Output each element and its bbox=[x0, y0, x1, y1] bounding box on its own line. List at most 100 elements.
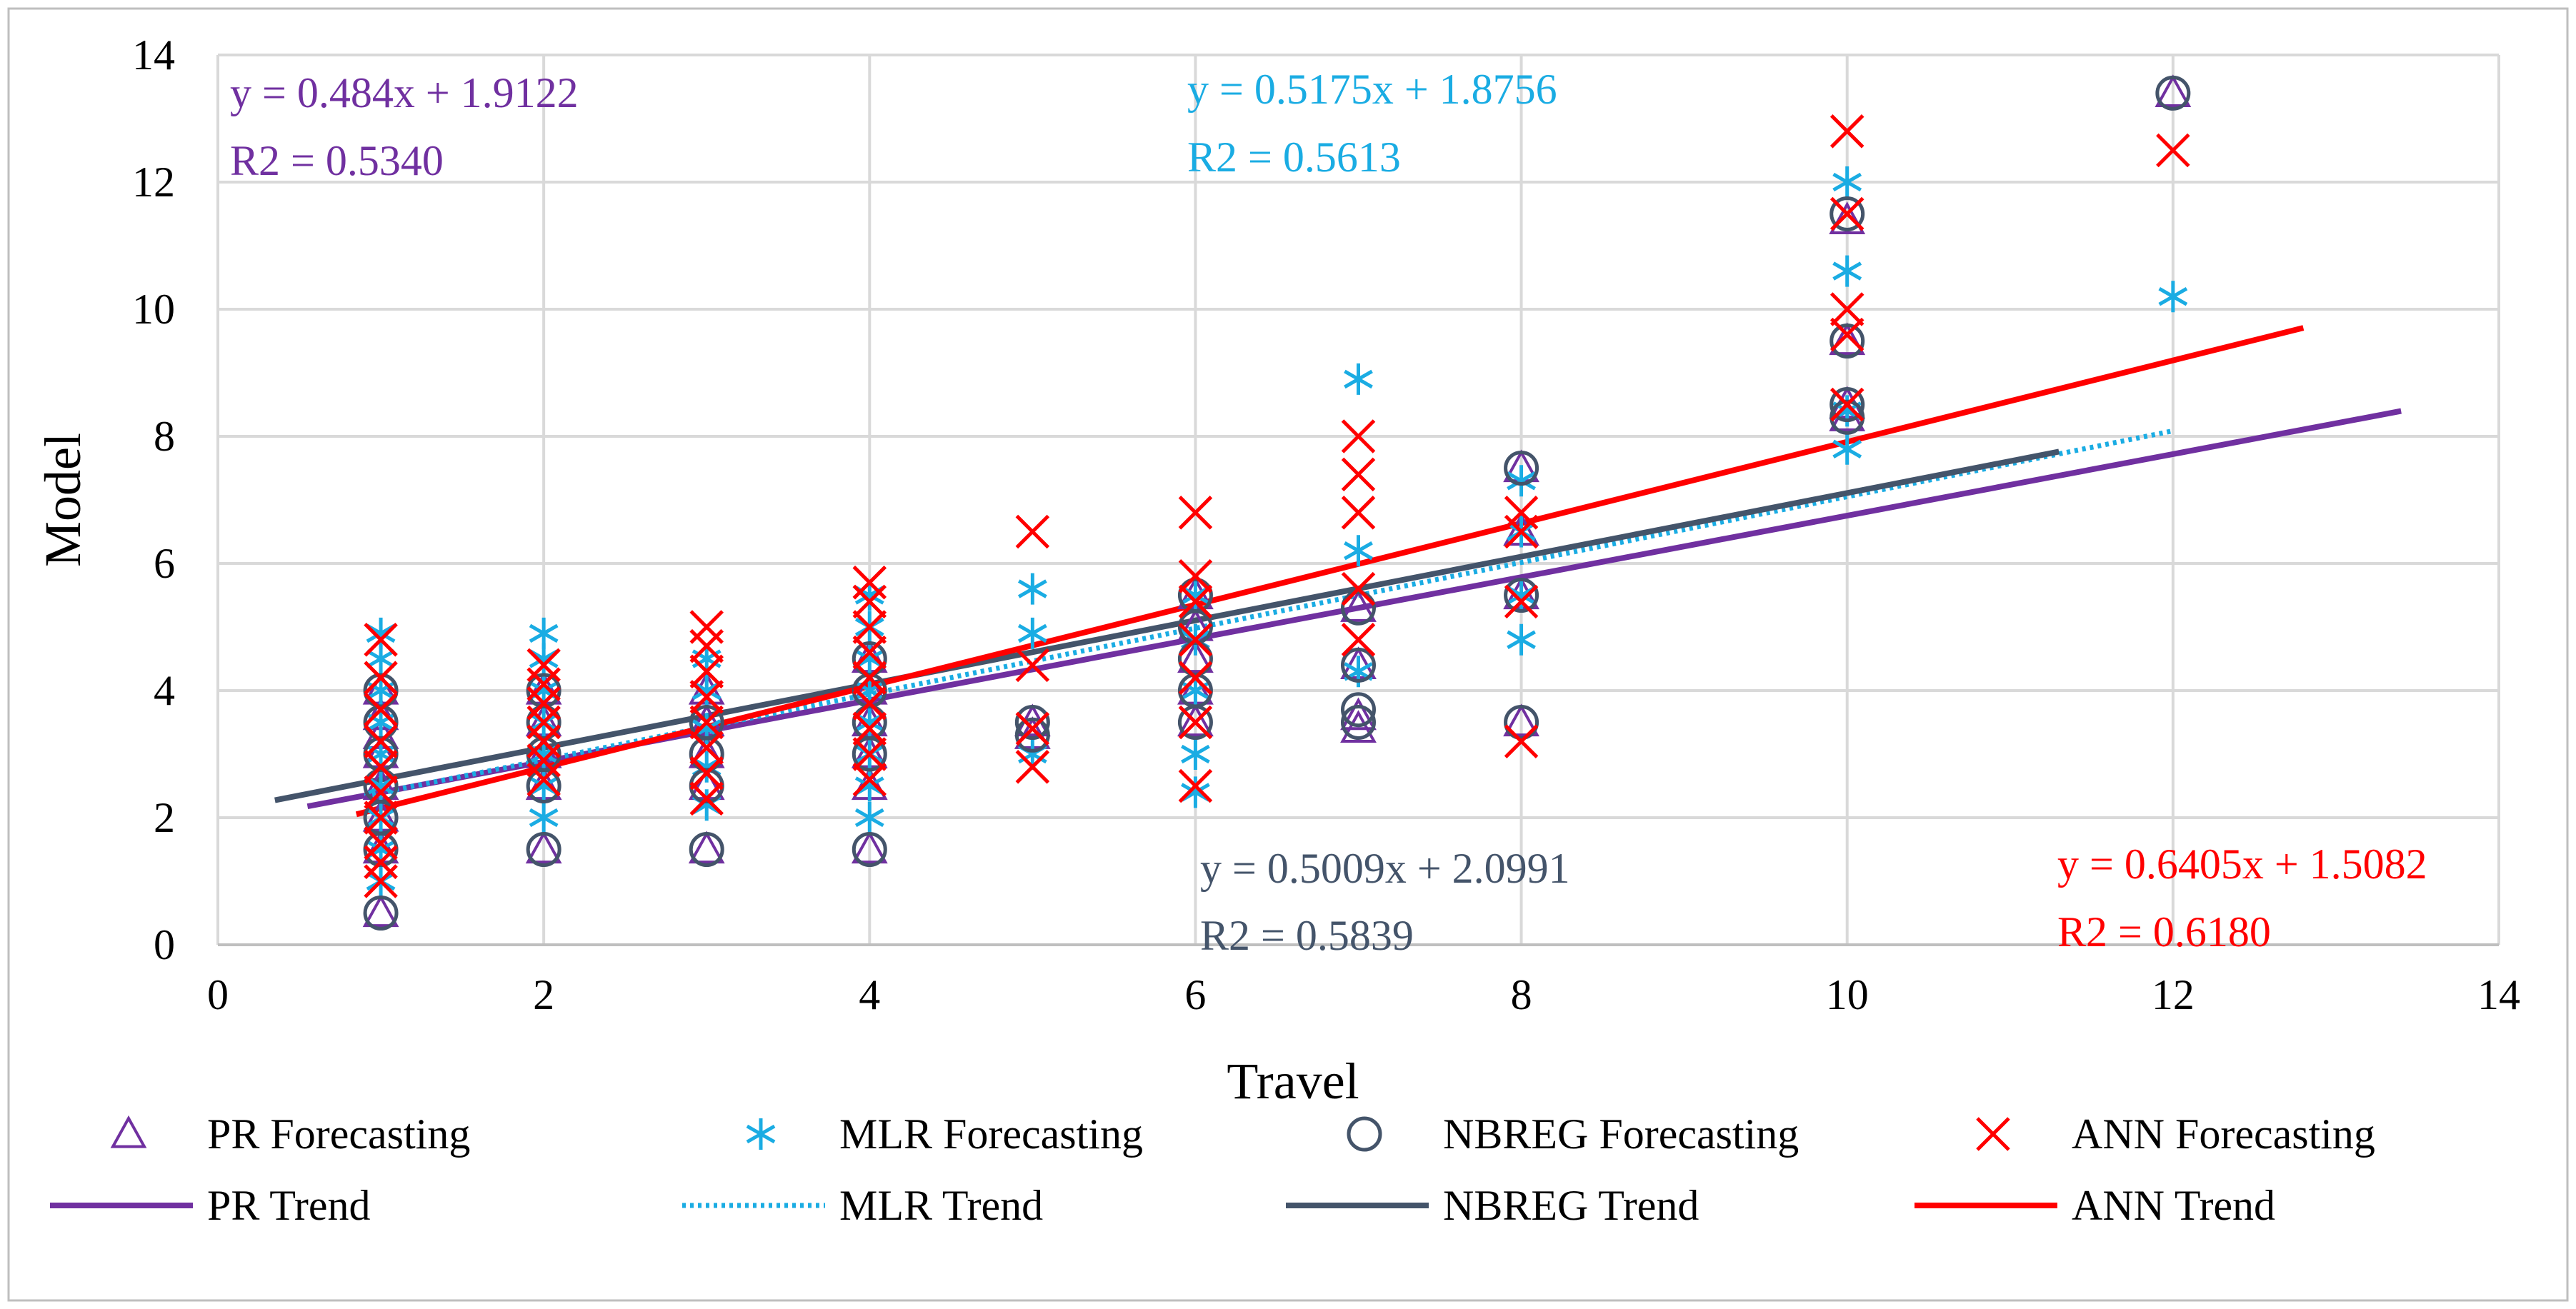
y-tick-label: 8 bbox=[154, 413, 175, 460]
ann-forecasting-point bbox=[526, 648, 561, 683]
ann-forecasting-point bbox=[852, 661, 887, 695]
mlr-forecasting-point bbox=[1017, 573, 1047, 605]
ann-forecasting-point bbox=[1015, 750, 1050, 784]
nbreg-forecasting-point bbox=[363, 673, 399, 708]
pr-forecasting-point bbox=[362, 894, 399, 928]
ann-forecasting-point bbox=[852, 635, 887, 670]
ann-forecasting-point bbox=[1829, 317, 1864, 352]
mlr-forecasting-point bbox=[1832, 166, 1862, 198]
ann-forecasting-legend-label: ANN Forecasting bbox=[2072, 1110, 2375, 1158]
ann-forecasting-point bbox=[1504, 724, 1539, 758]
ann-forecasting-point bbox=[1829, 292, 1864, 326]
pr-forecasting-point bbox=[525, 831, 562, 864]
pr-trend-equation: y = 0.484x + 1.9122 bbox=[230, 69, 579, 116]
ann-forecasting-point bbox=[852, 711, 887, 746]
mlr-forecasting-point bbox=[1344, 363, 1373, 395]
ann-forecasting-point bbox=[364, 775, 398, 810]
mlr-forecasting-point bbox=[2158, 281, 2188, 313]
ann-forecasting-point bbox=[1504, 496, 1539, 530]
pr-trend-r2: R2 = 0.5340 bbox=[230, 137, 444, 184]
ann-forecasting-point bbox=[1178, 768, 1213, 803]
nbreg-forecasting-series bbox=[363, 75, 2191, 931]
ann-forecasting-point bbox=[689, 654, 724, 689]
y-tick-label: 14 bbox=[132, 31, 175, 79]
mlr-forecasting-point bbox=[529, 617, 559, 649]
nbreg-trend-line bbox=[274, 448, 2060, 803]
ann-forecasting-point bbox=[1504, 584, 1539, 619]
x-axis-title: Travel bbox=[1227, 1053, 1359, 1110]
mlr-forecasting-point bbox=[1181, 738, 1210, 770]
ann-forecasting-point bbox=[1341, 623, 1376, 657]
ann-forecasting-point bbox=[1178, 705, 1213, 740]
x-tick-label: 8 bbox=[1511, 971, 1532, 1018]
nbreg-forecasting-point bbox=[363, 896, 399, 931]
nbreg-forecasting-point bbox=[526, 673, 561, 708]
nbreg-forecasting-point bbox=[1829, 324, 1865, 358]
ann-forecasting-point bbox=[689, 610, 724, 644]
nbreg-forecasting-point bbox=[689, 832, 724, 867]
pr-forecasting-point bbox=[1340, 589, 1377, 622]
pr-forecasting-point bbox=[2155, 74, 2192, 107]
ann-forecasting-point bbox=[364, 661, 398, 695]
nbreg-trend-r2: R2 = 0.5839 bbox=[1200, 912, 1414, 959]
nbreg-forecasting-point bbox=[1014, 717, 1050, 753]
mlr-forecasting-legend-label: MLR Forecasting bbox=[839, 1110, 1143, 1158]
nbreg-forecasting-point bbox=[1829, 196, 1865, 231]
x-tick-label: 0 bbox=[207, 971, 229, 1018]
ann-forecasting-point bbox=[2156, 133, 2190, 168]
ann-trend-equation: y = 0.6405x + 1.5082 bbox=[2057, 841, 2427, 888]
ann-forecasting-point bbox=[1341, 571, 1376, 606]
ann-forecasting-point bbox=[852, 737, 887, 771]
x-tick-label: 6 bbox=[1184, 971, 1206, 1018]
pr-forecasting-point bbox=[1503, 703, 1539, 737]
ann-forecasting-point bbox=[689, 705, 724, 740]
y-tick-label: 10 bbox=[132, 286, 175, 333]
mlr-trend-legend-label: MLR Trend bbox=[839, 1182, 1043, 1229]
mlr-forecasting-point bbox=[1344, 535, 1373, 567]
ann-forecasting-point bbox=[689, 756, 724, 791]
ann-forecasting-legend-marker bbox=[1976, 1117, 2010, 1151]
x-tick-label: 10 bbox=[1826, 971, 1869, 1018]
pr-forecasting-point bbox=[1829, 201, 1866, 234]
mlr-forecasting-point bbox=[1832, 433, 1862, 465]
ann-forecasting-point bbox=[1178, 661, 1213, 695]
pr-forecasting-legend-marker bbox=[110, 1115, 147, 1148]
nbreg-forecasting-point bbox=[1341, 692, 1376, 728]
pr-forecasting-point bbox=[1177, 640, 1214, 673]
pr-forecasting-point bbox=[851, 831, 888, 864]
ann-forecasting-point bbox=[852, 762, 887, 797]
nbreg-forecasting-point bbox=[852, 641, 887, 676]
ann-forecasting-point bbox=[1178, 559, 1213, 593]
x-tick-label: 2 bbox=[533, 971, 554, 1018]
nbreg-forecasting-point bbox=[1504, 705, 1539, 740]
nbreg-forecasting-point bbox=[1014, 705, 1050, 740]
ann-forecasting-point bbox=[1829, 196, 1864, 231]
ann-forecasting-point bbox=[852, 610, 887, 644]
nbreg-forecasting-point bbox=[1504, 578, 1539, 613]
nbreg-forecasting-point bbox=[1341, 705, 1376, 740]
ann-forecasting-point bbox=[364, 692, 398, 727]
ann-forecasting-point bbox=[1829, 387, 1864, 422]
ann-forecasting-point bbox=[1015, 711, 1050, 746]
ann-forecasting-point bbox=[1178, 623, 1213, 657]
ann-forecasting-point bbox=[689, 731, 724, 765]
ann-forecasting-point bbox=[1178, 584, 1213, 619]
ann-forecasting-point bbox=[1829, 114, 1864, 149]
trend-lines bbox=[274, 325, 2402, 818]
ann-forecasting-point bbox=[689, 680, 724, 714]
ann-forecasting-point bbox=[364, 801, 398, 835]
pr-trend-legend-label: PR Trend bbox=[207, 1182, 370, 1229]
ann-forecasting-point bbox=[364, 826, 398, 861]
mlr-forecasting-point bbox=[529, 802, 559, 833]
mlr-forecasting-point bbox=[1507, 465, 1536, 497]
pr-forecasting-point bbox=[1829, 322, 1866, 356]
mlr-forecasting-point bbox=[854, 802, 884, 833]
x-tick-label: 14 bbox=[2477, 971, 2520, 1018]
ann-forecasting-point bbox=[364, 750, 398, 784]
y-tick-label: 0 bbox=[154, 921, 175, 968]
ann-forecasting-point bbox=[364, 623, 398, 657]
mlr-forecasting-point bbox=[1507, 623, 1536, 656]
ann-forecasting-point bbox=[1341, 457, 1376, 492]
pr-forecasting-point bbox=[688, 831, 725, 864]
